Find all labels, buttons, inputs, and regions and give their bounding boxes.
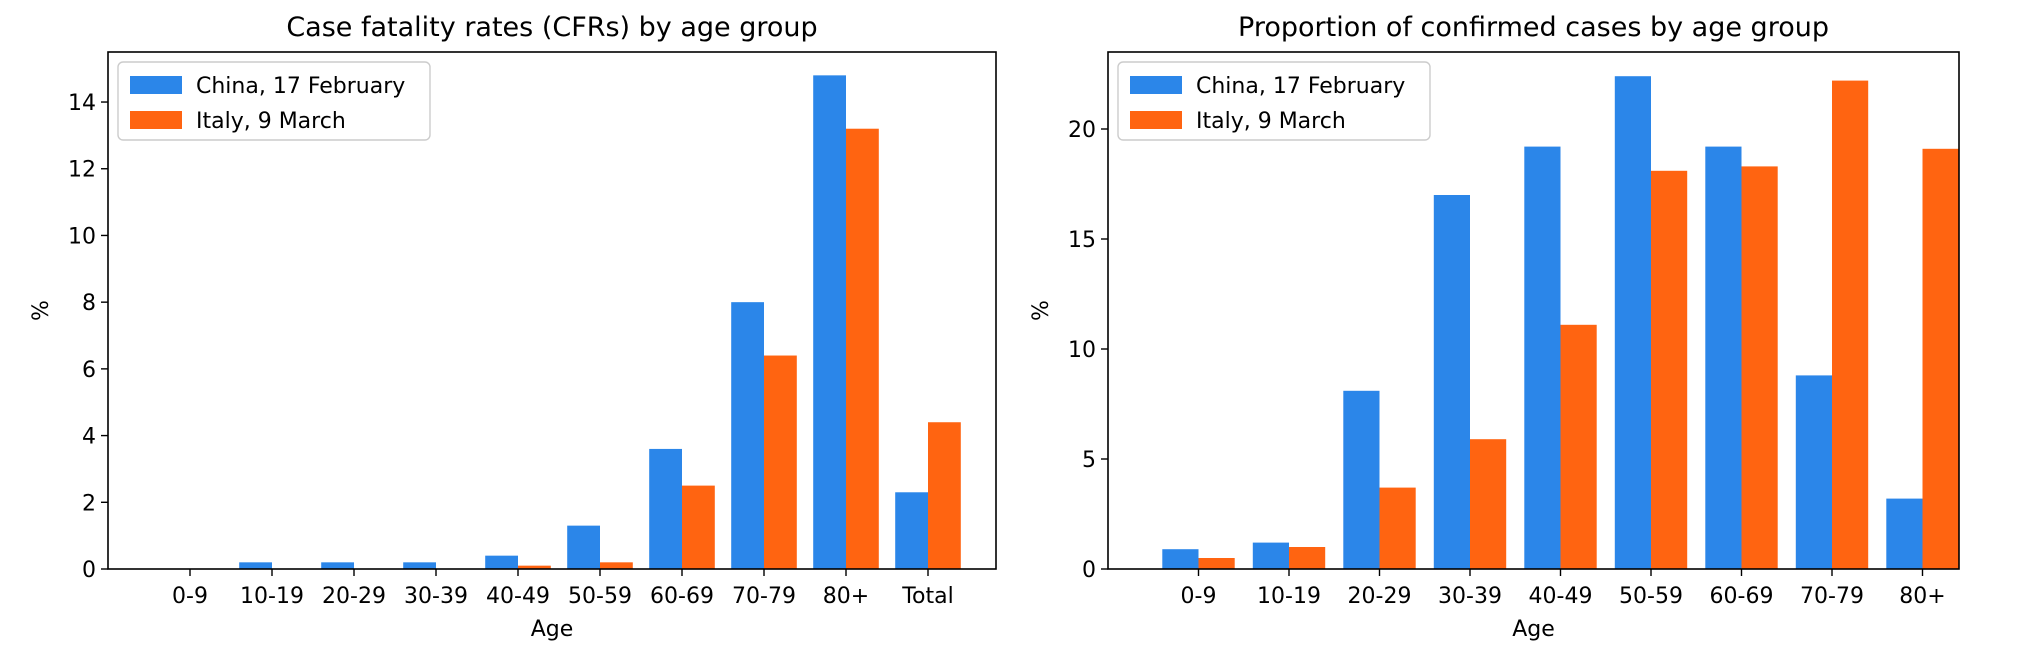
bar-italy-70-79	[764, 355, 797, 569]
legend-box	[117, 61, 431, 141]
bar-italy-50-59	[1651, 170, 1688, 570]
y-tick-label: 0	[82, 558, 96, 583]
bar-china-Total	[895, 492, 928, 569]
legend-label-italy: Italy, 9 March	[196, 109, 346, 134]
x-tick-label: 40-49	[486, 584, 550, 609]
bar-italy-50-59	[600, 562, 633, 569]
bar-italy-40-49	[518, 565, 551, 569]
legend-box	[1117, 61, 1431, 141]
y-tick-label: 14	[68, 91, 96, 116]
x-tick-label: 0-9	[172, 584, 208, 609]
bar-china-40-49	[1524, 146, 1561, 569]
bar-italy-30-39	[1470, 439, 1507, 569]
y-tick-label: 5	[1082, 448, 1096, 473]
y-tick-label: 8	[82, 291, 96, 316]
x-tick-label: 0-9	[1181, 584, 1217, 609]
x-tick-label: 30-39	[1438, 584, 1502, 609]
x-tick-label: 10-19	[240, 584, 304, 609]
bar-china-80+	[813, 75, 846, 569]
bar-italy-20-29	[1379, 487, 1416, 569]
bar-italy-40-49	[1560, 324, 1597, 569]
bar-china-40-49	[485, 555, 518, 569]
legend-label-china: China, 17 February	[196, 74, 405, 99]
bar-italy-10-19	[1289, 547, 1326, 569]
bar-china-50-59	[1614, 76, 1651, 569]
bar-china-0-9	[1162, 549, 1199, 569]
legend-swatch-italy	[1130, 111, 1182, 129]
bar-china-70-79	[1795, 375, 1832, 569]
bar-china-60-69	[649, 448, 682, 569]
y-axis-label: %	[1029, 300, 1054, 321]
x-tick-label: 50-59	[568, 584, 632, 609]
x-tick-label: 20-29	[322, 584, 386, 609]
y-tick-label: 20	[1068, 118, 1096, 143]
bar-china-60-69	[1705, 146, 1742, 569]
y-tick-label: 6	[82, 358, 96, 383]
x-tick-label: Total	[901, 584, 953, 609]
legend-swatch-china	[130, 76, 182, 94]
plot-frame	[1107, 51, 1960, 570]
y-tick-label: 0	[1082, 558, 1096, 583]
x-tick-label: 70-79	[1800, 584, 1864, 609]
bar-china-70-79	[731, 302, 764, 569]
chart-title: Proportion of confirmed cases by age gro…	[1238, 12, 1829, 43]
bar-china-30-39	[403, 562, 436, 569]
y-tick-label: 10	[68, 224, 96, 249]
legend-label-china: China, 17 February	[1196, 74, 1405, 99]
bar-china-10-19	[1252, 542, 1289, 569]
bar-italy-80+	[1922, 148, 1959, 570]
y-tick-label: 12	[68, 158, 96, 183]
x-tick-label: 60-69	[1710, 584, 1774, 609]
y-tick-label: 4	[82, 425, 96, 450]
x-tick-label: 60-69	[650, 584, 714, 609]
y-axis-label: %	[29, 300, 54, 321]
bar-italy-60-69	[1741, 166, 1778, 569]
x-tick-label: 20-29	[1348, 584, 1412, 609]
x-tick-label: 10-19	[1257, 584, 1321, 609]
legend-swatch-china	[1130, 76, 1182, 94]
y-tick-label: 2	[82, 491, 96, 516]
x-tick-label: 80+	[1899, 584, 1945, 609]
bar-china-20-29	[1343, 390, 1380, 569]
bar-china-80+	[1886, 498, 1923, 569]
bar-china-20-29	[321, 562, 354, 569]
x-tick-label: 40-49	[1529, 584, 1593, 609]
bar-italy-60-69	[682, 485, 715, 569]
bar-italy-70-79	[1832, 80, 1869, 569]
bar-china-50-59	[567, 525, 600, 569]
x-axis-label: Age	[531, 617, 574, 642]
bar-italy-80+	[846, 128, 879, 569]
x-tick-label: 30-39	[404, 584, 468, 609]
x-tick-label: 50-59	[1619, 584, 1683, 609]
y-tick-label: 15	[1068, 228, 1096, 253]
legend-label-italy: Italy, 9 March	[1196, 109, 1346, 134]
plot-frame	[107, 51, 997, 570]
x-tick-label: 80+	[823, 584, 869, 609]
cfr-chart-panel: 0 2 4 6 8 10 12 14 0-9 10-19 20-29 30-39 40-49 50-59 6…	[29, 12, 997, 642]
x-axis-label: Age	[1512, 617, 1555, 642]
bar-china-10-19	[239, 562, 272, 569]
y-tick-label: 10	[1068, 338, 1096, 363]
bar-china-30-39	[1433, 195, 1470, 569]
chart-title: Case fatality rates (CFRs) by age group	[286, 12, 817, 43]
bar-italy-0-9	[1198, 558, 1235, 569]
x-tick-label: 70-79	[732, 584, 796, 609]
confirmed-cases-chart-panel: 0 5 10 15 20 0-9 10-19 20-29 30-39 40-49 50-59 60-6…	[1029, 12, 1960, 642]
bar-italy-Total	[928, 422, 961, 569]
legend-swatch-italy	[130, 111, 182, 129]
